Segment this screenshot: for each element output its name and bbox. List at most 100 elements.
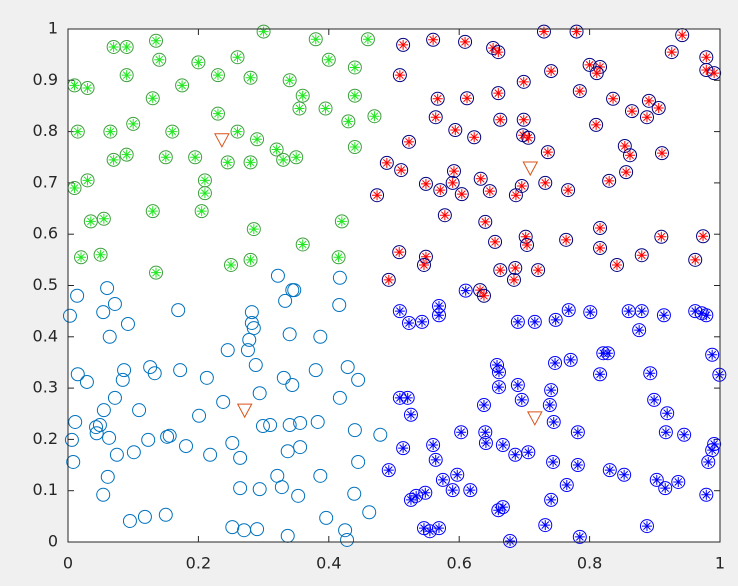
point-asterisk bbox=[538, 26, 549, 37]
point-asterisk bbox=[666, 47, 677, 58]
point-circle bbox=[508, 261, 523, 276]
point bbox=[426, 438, 441, 453]
point-asterisk bbox=[522, 239, 533, 250]
point bbox=[338, 523, 353, 538]
point-circle bbox=[621, 304, 636, 319]
point-circle bbox=[593, 241, 608, 256]
point-asterisk bbox=[540, 177, 551, 188]
point bbox=[147, 366, 162, 381]
point bbox=[119, 147, 134, 162]
point-circle bbox=[707, 437, 722, 452]
point bbox=[132, 403, 147, 418]
point bbox=[416, 257, 431, 272]
point-circle bbox=[252, 482, 267, 497]
point-asterisk bbox=[271, 144, 282, 155]
point-circle bbox=[582, 57, 597, 72]
x-tick-label: 1 bbox=[715, 554, 725, 573]
point bbox=[514, 178, 529, 193]
point bbox=[214, 133, 230, 148]
point-circle bbox=[96, 211, 111, 226]
point-circle bbox=[122, 513, 137, 528]
point-asterisk bbox=[707, 349, 718, 360]
point-circle bbox=[141, 432, 156, 447]
point bbox=[531, 263, 546, 278]
point bbox=[632, 323, 647, 338]
point-circle bbox=[658, 425, 673, 440]
point-circle bbox=[381, 463, 396, 478]
point-asterisk bbox=[660, 427, 671, 438]
point-circle bbox=[460, 91, 475, 106]
point-asterisk bbox=[336, 216, 347, 227]
point-asterisk bbox=[424, 526, 435, 537]
point bbox=[491, 365, 506, 380]
point bbox=[490, 358, 505, 373]
point bbox=[542, 398, 557, 413]
point-asterisk bbox=[493, 382, 504, 393]
point bbox=[540, 145, 555, 160]
point-circle bbox=[152, 52, 167, 67]
point-asterisk bbox=[480, 437, 491, 448]
point-circle bbox=[106, 152, 121, 167]
point bbox=[282, 418, 297, 433]
point bbox=[252, 386, 267, 401]
centroid-marker bbox=[522, 161, 539, 177]
point-circle bbox=[145, 91, 160, 106]
point-asterisk bbox=[585, 307, 596, 318]
point-asterisk bbox=[252, 134, 263, 145]
point bbox=[107, 390, 122, 405]
point bbox=[310, 414, 325, 429]
point bbox=[92, 418, 107, 433]
point-circle bbox=[367, 109, 382, 124]
point bbox=[418, 176, 433, 191]
point bbox=[149, 33, 164, 48]
point bbox=[158, 507, 173, 522]
point-asterisk bbox=[495, 114, 506, 125]
point bbox=[224, 257, 238, 272]
point-asterisk bbox=[563, 305, 574, 316]
point-circle bbox=[70, 288, 85, 303]
point-asterisk bbox=[518, 130, 529, 141]
point-asterisk bbox=[510, 190, 521, 201]
point-asterisk bbox=[565, 354, 576, 365]
point-circle bbox=[210, 106, 225, 121]
point-circle bbox=[233, 450, 248, 465]
point-asterisk bbox=[480, 216, 491, 227]
point bbox=[340, 532, 355, 547]
point bbox=[220, 343, 235, 358]
point bbox=[216, 394, 231, 409]
point-asterisk bbox=[121, 149, 132, 160]
point-asterisk bbox=[508, 274, 519, 285]
point-circle bbox=[137, 509, 152, 524]
point-asterisk bbox=[222, 157, 233, 168]
point-asterisk bbox=[430, 112, 441, 123]
point-asterisk bbox=[121, 41, 132, 52]
point bbox=[435, 472, 450, 487]
point bbox=[80, 80, 95, 95]
point bbox=[658, 425, 673, 440]
point-circle bbox=[334, 214, 349, 229]
point-circle bbox=[293, 415, 308, 430]
point-asterisk bbox=[561, 234, 572, 245]
point-circle bbox=[191, 55, 206, 70]
point bbox=[210, 106, 225, 121]
point-asterisk bbox=[248, 224, 259, 235]
point-circle bbox=[80, 173, 95, 188]
point-circle bbox=[619, 165, 634, 180]
point bbox=[313, 468, 328, 483]
point bbox=[478, 435, 493, 450]
point-circle bbox=[431, 521, 446, 536]
point-asterisk bbox=[82, 175, 93, 186]
point-circle bbox=[248, 358, 263, 373]
point-asterisk bbox=[497, 440, 508, 451]
point-asterisk bbox=[343, 116, 354, 127]
point-circle bbox=[332, 297, 347, 312]
point-circle bbox=[162, 428, 177, 443]
point-asterisk bbox=[523, 132, 534, 143]
point-circle bbox=[491, 365, 506, 380]
point-asterisk bbox=[643, 95, 654, 106]
point-circle bbox=[197, 173, 212, 188]
point-circle bbox=[450, 467, 465, 482]
point-circle bbox=[132, 403, 147, 418]
point bbox=[289, 150, 304, 165]
point bbox=[707, 66, 722, 81]
